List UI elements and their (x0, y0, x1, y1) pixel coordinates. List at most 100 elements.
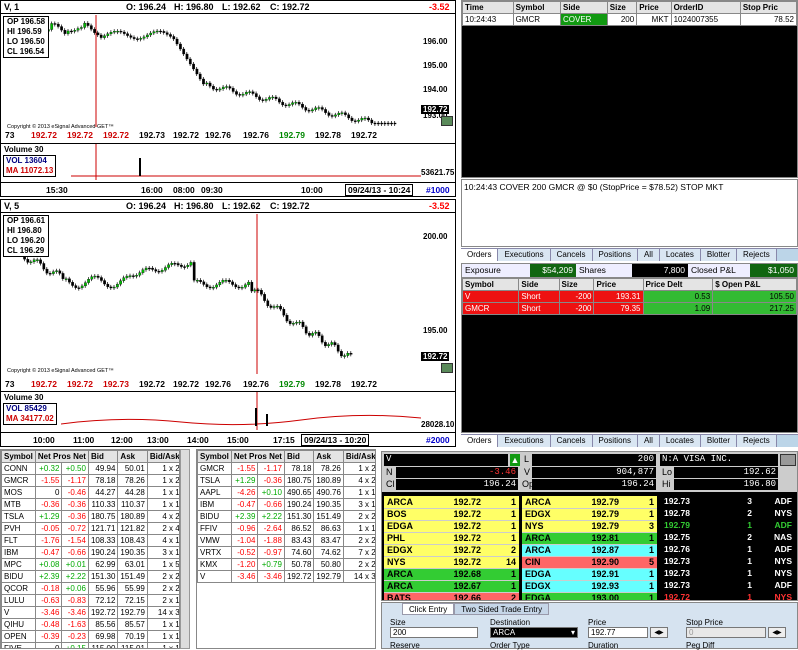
tab[interactable]: Executions (498, 249, 551, 261)
table-row[interactable]: IBM -0.47 -0.66 190.24 190.35 3 x 1 (1, 546, 179, 559)
column-header[interactable]: Stop Pric (739, 1, 798, 14)
column-header[interactable]: Ask (117, 450, 148, 463)
tab[interactable]: All (637, 249, 660, 261)
book-row[interactable]: ARCA 192.68 1 (384, 568, 519, 581)
table-row[interactable]: FLT -1.76 -1.54 108.33 108.43 4 x 1 (1, 534, 179, 547)
table-row[interactable]: VRTX -0.52 -0.97 74.60 74.62 7 x 2 (197, 546, 375, 559)
column-header[interactable]: Time (462, 1, 514, 14)
column-header[interactable]: Ask (313, 450, 344, 463)
tab[interactable]: Rejects (737, 435, 777, 447)
book-row[interactable]: EDGX 192.93 1 (522, 580, 657, 593)
destination-select[interactable]: ARCA ▾ (490, 627, 578, 638)
book-row[interactable]: BATS 192.66 2 (384, 592, 519, 600)
column-header[interactable]: $ Open P&L (712, 278, 797, 291)
tab-two-sided[interactable]: Two Sided Trade Entry (454, 603, 550, 615)
column-header[interactable]: Bid (283, 450, 315, 463)
table-row[interactable]: CONN +0.32 +0.50 49.94 50.01 1 x 2 (1, 462, 179, 475)
table-row[interactable]: BIDU +2.39 +2.22 151.30 151.49 2 x 2 (197, 510, 375, 523)
table-row[interactable]: MPC +0.08 +0.01 62.99 63.01 1 x 5 (1, 558, 179, 571)
book-row[interactable]: EDGA 192.91 1 (522, 568, 657, 581)
column-header[interactable]: Price (636, 1, 672, 14)
book-row[interactable]: EDGA 193.00 1 (522, 592, 657, 600)
table-row[interactable]: QIHU -0.48 -1.63 85.56 85.57 1 x 1 (1, 618, 179, 631)
column-header[interactable]: Symbol (197, 450, 232, 463)
column-header[interactable]: Net Pros Net (34, 450, 89, 463)
tab[interactable]: Rejects (737, 249, 777, 261)
size-input[interactable]: 200 (390, 627, 478, 638)
table-row[interactable]: AAPL -4.26 +0.10 490.65 490.76 1 x 1 (197, 486, 375, 499)
price-input[interactable]: 192.77 (588, 627, 648, 638)
table-row[interactable]: LULU -0.63 -0.83 72.12 72.15 2 x 1 (1, 594, 179, 607)
column-header[interactable]: Side (518, 278, 560, 291)
table-row[interactable]: TSLA +1.29 -0.36 180.75 180.89 4 x 2 (197, 474, 375, 487)
tab[interactable]: Cancels (550, 435, 593, 447)
tab[interactable]: Orders (461, 435, 499, 447)
column-header[interactable]: Size (606, 1, 638, 14)
column-header[interactable]: Symbol (512, 1, 562, 14)
book-row[interactable]: EDGX 192.72 2 (384, 544, 519, 557)
scroll-icon[interactable] (441, 116, 453, 126)
column-header[interactable]: Price Delt (642, 278, 714, 291)
table-row[interactable]: V Short -200 193.31 0.53 105.50 (461, 290, 797, 303)
table-row[interactable]: TSLA +1.29 -0.36 180.75 180.89 4 x 2 (1, 510, 179, 523)
column-header[interactable]: OrderID (670, 1, 741, 14)
tab-click-entry[interactable]: Click Entry (402, 603, 455, 615)
tab[interactable]: Positions (592, 435, 638, 447)
book-row[interactable]: CIN 192.90 5 (522, 556, 657, 569)
book-row[interactable]: EDGA 192.72 1 (384, 520, 519, 533)
table-row[interactable]: FIVE 0 +0.15 115.00 115.01 1 x 1 (1, 642, 179, 648)
table-row[interactable]: BIDU +2.39 +2.22 151.30 151.49 2 x 2 (1, 570, 179, 583)
column-header[interactable]: Price (593, 278, 644, 291)
stop-stepper[interactable]: ◀▶ (768, 627, 786, 638)
table-row[interactable]: GMCR Short -200 79.35 1.09 217.25 (461, 302, 797, 315)
table-row[interactable]: GMCR -1.55 -1.17 78.18 78.26 1 x 2 (1, 474, 179, 487)
price-stepper[interactable]: ◀▶ (650, 627, 668, 638)
tab[interactable]: Blotter (700, 249, 738, 261)
book-row[interactable]: ARCA 192.72 1 (384, 496, 519, 509)
book-row[interactable]: ARCA 192.81 1 (522, 532, 657, 545)
price-plot[interactable] (1, 15, 421, 127)
tab[interactable]: Executions (498, 435, 551, 447)
table-row[interactable]: V -3.46 -3.46 192.72 192.79 14 x 3 (197, 570, 375, 583)
tab[interactable]: Orders (461, 249, 499, 261)
table-row[interactable]: OPEN -0.39 -0.23 69.98 70.19 1 x 1 (1, 630, 179, 643)
table-row[interactable]: PVH -0.05 -0.72 121.71 121.82 2 x 4 (1, 522, 179, 535)
tab[interactable]: Locates (659, 435, 701, 447)
table-row[interactable]: MOS 0 -0.46 44.27 44.28 1 x 1 (1, 486, 179, 499)
table-row[interactable]: GMCR -1.55 -1.17 78.18 78.26 1 x 2 (197, 462, 375, 475)
settings-icon[interactable] (780, 454, 796, 466)
tab[interactable]: Blotter (700, 435, 738, 447)
column-header[interactable]: Symbol (461, 278, 520, 291)
book-row[interactable]: NYS 192.72 14 (384, 556, 519, 569)
table-row[interactable]: 10:24:43 GMCR COVER 200 MKT 1024007355 78.52 (462, 13, 798, 26)
table-row[interactable]: VMW -1.04 -1.88 83.43 83.47 2 x 2 (197, 534, 375, 547)
price-plot[interactable] (1, 214, 421, 374)
book-row[interactable]: ARCA 192.87 1 (522, 544, 657, 557)
l2-symbol[interactable]: V (384, 454, 508, 466)
book-row[interactable]: NYS 192.79 3 (522, 520, 657, 533)
book-row[interactable]: PHL 192.72 1 (384, 532, 519, 545)
tab[interactable]: Cancels (550, 249, 593, 261)
table-row[interactable]: KMX -1.20 +0.79 50.78 50.80 2 x 2 (197, 558, 375, 571)
book-row[interactable]: EDGX 192.79 1 (522, 508, 657, 521)
scroll-icon[interactable] (441, 363, 453, 373)
table-row[interactable]: MTB -0.36 -0.36 110.33 110.37 1 x 1 (1, 498, 179, 511)
up-arrow-icon[interactable]: ▲ (510, 454, 520, 466)
tab[interactable]: All (637, 435, 660, 447)
table-row[interactable]: FFIV -0.96 -2.64 86.52 86.63 1 x 1 (197, 522, 375, 535)
column-header[interactable]: Side (560, 1, 608, 14)
book-row[interactable]: BOS 192.72 1 (384, 508, 519, 521)
column-header[interactable]: Symbol (1, 450, 36, 463)
tab[interactable]: Locates (659, 249, 701, 261)
table-row[interactable]: IBM -0.47 -0.66 190.24 190.35 3 x 1 (197, 498, 375, 511)
stop-price-input[interactable]: 0 (686, 627, 766, 638)
scrollbar[interactable] (180, 449, 190, 649)
tab[interactable]: Positions (592, 249, 638, 261)
table-row[interactable]: QCOR -0.18 +0.06 55.96 55.99 2 x 2 (1, 582, 179, 595)
table-row[interactable]: V -3.46 -3.46 192.72 192.79 14 x 3 (1, 606, 179, 619)
column-header[interactable]: Bid (87, 450, 119, 463)
column-header[interactable]: Bid/Ask (146, 450, 179, 463)
column-header[interactable]: Bid/Ask (342, 450, 375, 463)
column-header[interactable]: Net Pros Net (230, 450, 285, 463)
column-header[interactable]: Size (558, 278, 595, 291)
